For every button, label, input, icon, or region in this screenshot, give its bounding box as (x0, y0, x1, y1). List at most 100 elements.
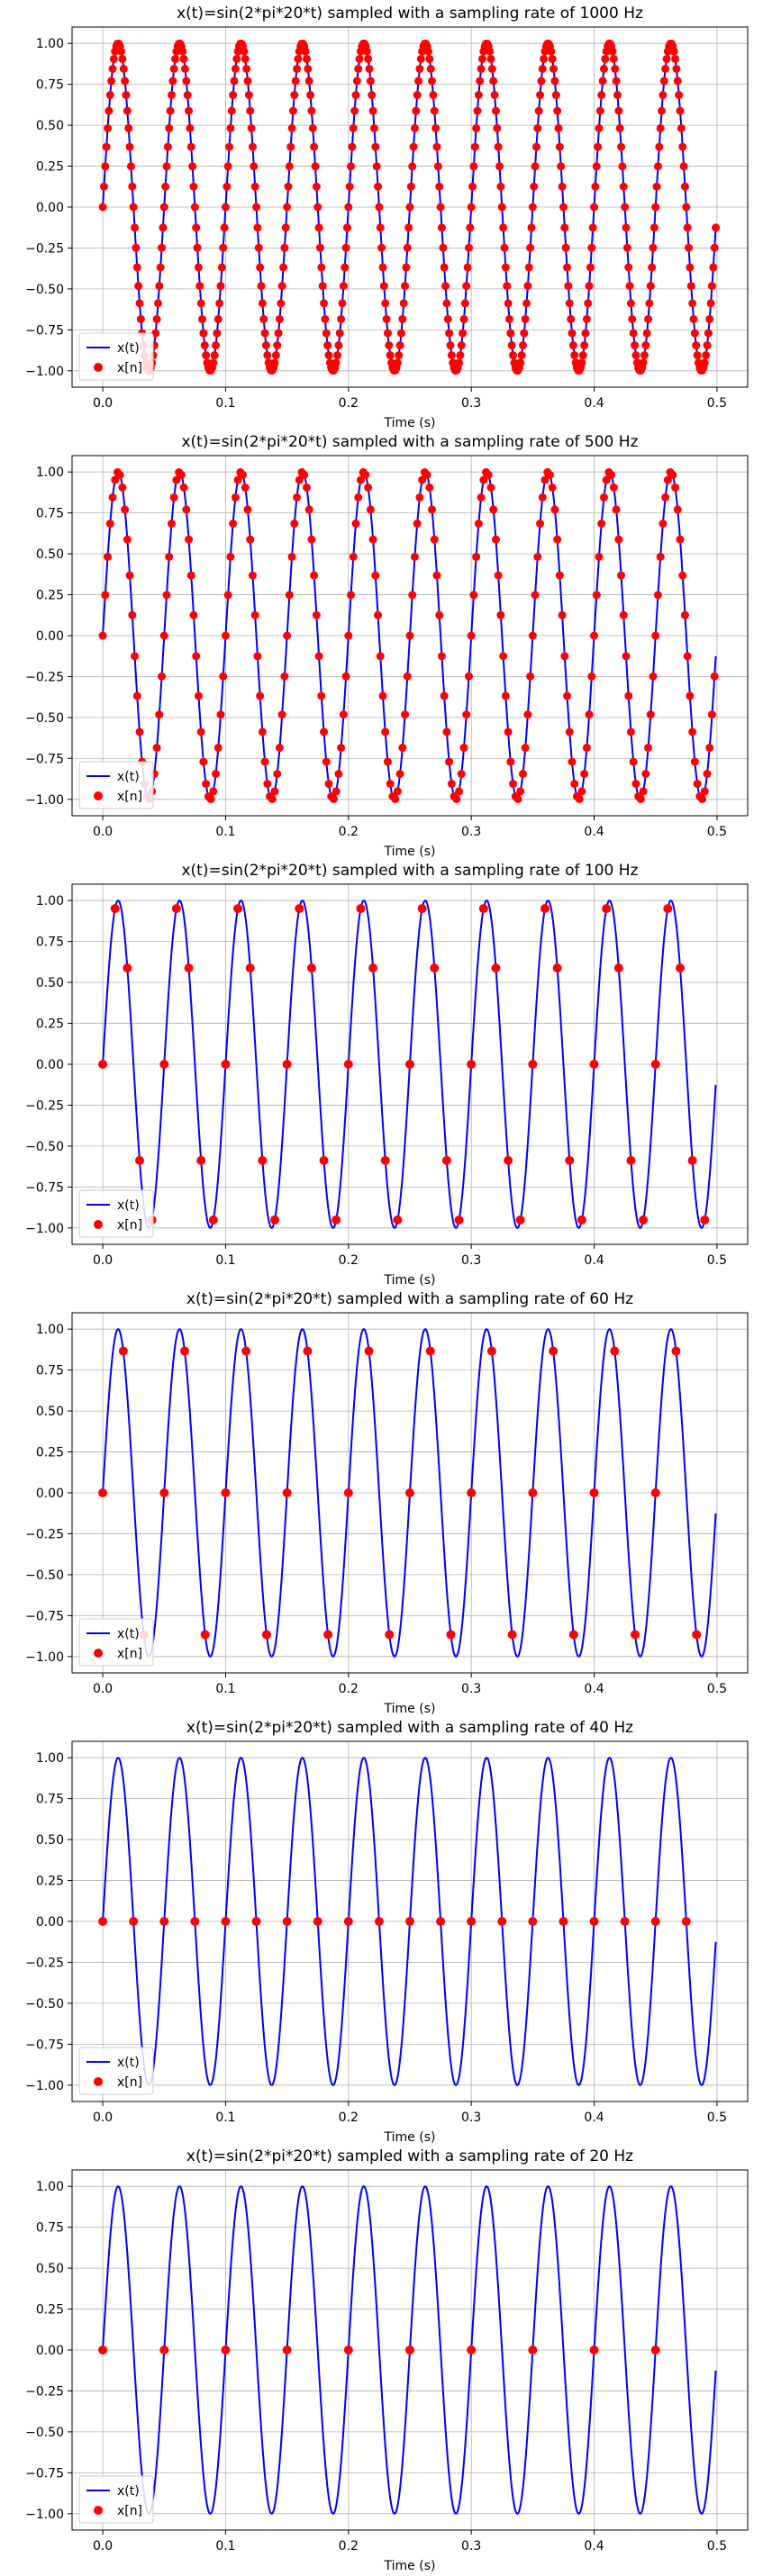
subplot-6-xtick-label-0: 0.0 (93, 2539, 113, 2553)
subplot-1-sample-point (703, 341, 712, 350)
subplot-1-sample-point (399, 299, 408, 308)
subplot-2-sample-point (287, 552, 296, 561)
subplot-3-sample-point (454, 1215, 464, 1225)
subplot-1-sample-point (500, 243, 509, 252)
subplot-5-sample-point (681, 1917, 691, 1926)
subplot-2-sample-point (366, 505, 375, 514)
subplot-1-sample-point (476, 77, 485, 86)
subplot-3-ytick-label-1: −0.75 (25, 1180, 64, 1195)
subplot-2-xtick-label-5: 0.5 (707, 825, 727, 839)
subplot-3-ytick-label-6: 0.50 (36, 976, 64, 990)
subplot-4: x(t)=sin(2*pi*20*t) sampled with a sampl… (25, 1290, 749, 1716)
subplot-2-sample-point (651, 631, 660, 640)
subplot-1-sample-point (568, 341, 577, 350)
subplot-1-sample-point (178, 47, 187, 56)
subplot-2-sample-point (248, 571, 257, 580)
subplot-1-xtick-label-5: 0.5 (707, 396, 727, 411)
subplot-1-sample-point (682, 203, 691, 212)
subplot-2-sample-point (462, 710, 471, 719)
subplot-1-sample-point (240, 47, 249, 56)
subplot-1-sample-point (680, 182, 689, 191)
subplot-1-sample-point (345, 182, 354, 191)
subplot-1-sample-point (686, 282, 695, 291)
subplot-2-ytick-label-0: −1.00 (25, 793, 64, 808)
subplot-5-legend-marker-swatch (94, 2077, 103, 2086)
subplot-1-sample-point (521, 314, 530, 323)
subplot-1-sample-point (369, 123, 378, 132)
subplot-3-sample-point (319, 1155, 329, 1165)
subplot-1-sample-point (435, 182, 444, 191)
subplot-5-ytick-label-0: −1.00 (25, 2079, 64, 2093)
subplot-6-sample-point (589, 2346, 599, 2355)
subplot-1-sample-point (622, 223, 631, 232)
subplot-2-sample-point (536, 520, 545, 529)
subplot-1-sample-point (348, 142, 357, 151)
subplot-2-sample-point (202, 780, 211, 789)
subplot-2-sample-point (354, 493, 363, 502)
subplot-1-sample-point (230, 77, 239, 86)
subplot-1-sample-point (335, 329, 344, 338)
subplot-2-sample-point (705, 743, 714, 752)
subplot-1-sample-point (428, 77, 437, 86)
subplot-2-sample-point (374, 610, 383, 619)
subplot-3-sample-point (233, 904, 243, 914)
subplot-5-sample-point (374, 1917, 384, 1926)
subplot-1-sample-point (317, 263, 326, 272)
subplot-1-sample-point (565, 299, 574, 308)
subplot-1-sample-point (659, 77, 668, 86)
subplot-2-sample-point (656, 552, 665, 561)
subplot-1-sample-point (341, 263, 350, 272)
subplot-5-sample-point (251, 1917, 261, 1926)
subplot-1-sample-point (477, 54, 486, 63)
subplot-1-legend-label-xt: x(t) (117, 341, 140, 356)
subplot-1-sample-point (210, 351, 219, 360)
subplot-1-sample-point (507, 341, 516, 350)
subplot-1-sample-point (280, 243, 289, 252)
subplot-3-ytick-label-5: 0.25 (36, 1017, 64, 1032)
subplot-1-sample-point (423, 47, 432, 56)
subplot-6-sample-point (650, 2346, 660, 2355)
subplot-3-ytick-label-4: 0.00 (36, 1058, 64, 1072)
subplot-1-sample-point (107, 77, 116, 86)
subplot-6-sample-point (467, 2346, 477, 2355)
subplot-1-sample-point (595, 106, 604, 115)
subplot-1-sample-point (212, 341, 221, 350)
subplot-1-sample-point (585, 282, 594, 291)
subplot-1-sample-point (705, 314, 714, 323)
subplot-2-sample-point (676, 535, 685, 544)
subplot-2-sample-point (509, 780, 518, 789)
subplot-1-sample-point (217, 263, 226, 272)
subplot-1-sample-point (375, 203, 384, 212)
subplot-1-sample-point (304, 77, 313, 86)
subplot-2-sample-point (489, 505, 498, 514)
subplot-1-sample-point (503, 282, 512, 291)
subplot-1-sample-point (271, 351, 280, 360)
subplot-1-sample-point (464, 243, 473, 252)
subplot-1-sample-point (246, 106, 255, 115)
subplot-1-sample-point (165, 123, 174, 132)
subplot-4-legend-label-xn: x[n] (117, 1647, 142, 1661)
subplot-6-sample-point (343, 2346, 353, 2355)
subplot-4-sample-point (323, 1630, 333, 1640)
subplot-1-sample-point (180, 64, 189, 73)
subplot-2-legend-label-xt: x(t) (117, 770, 140, 784)
subplot-3-xtick-label-2: 0.2 (339, 1253, 359, 1268)
subplot-5-legend: x(t) x[n] (78, 2047, 154, 2095)
subplot-6-xtick-label-4: 0.4 (584, 2539, 604, 2553)
subplot-2-ytick-label-1: −0.75 (25, 752, 64, 766)
subplot-1-sample-point (374, 182, 383, 191)
subplot-1-sample-point (646, 282, 655, 291)
subplot-2-sample-point (548, 483, 557, 492)
subplot-5-xtick-label-0: 0.0 (93, 2111, 113, 2125)
subplot-2-sample-point (320, 728, 329, 737)
subplot-1-sample-point (152, 314, 161, 323)
subplot-2-sample-point (617, 571, 626, 580)
subplot-2-sample-point (644, 743, 653, 752)
subplot-3-sample-point (171, 904, 181, 914)
subplot-2-sample-point (310, 571, 319, 580)
subplot-3-sample-point (687, 1155, 697, 1165)
subplot-1-sample-point (166, 106, 175, 115)
subplot-1-legend-label-xn: x[n] (117, 361, 142, 375)
subplot-2-sample-point (612, 505, 621, 514)
subplot-1-sample-point (151, 329, 160, 338)
